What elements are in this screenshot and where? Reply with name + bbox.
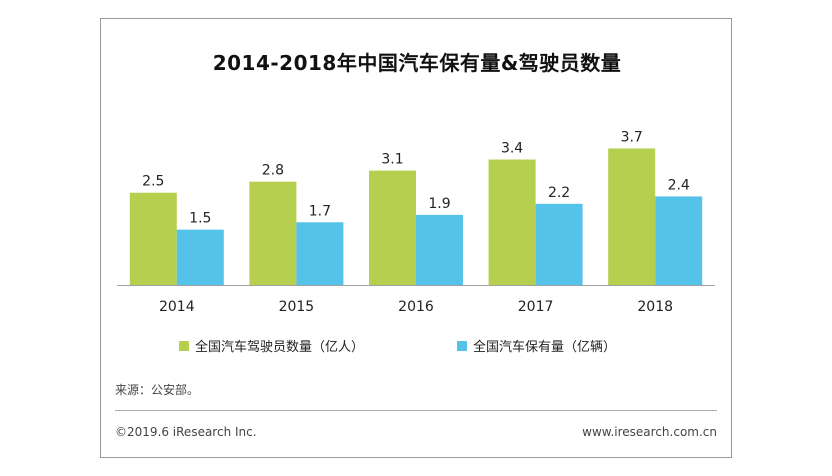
data-label-drivers-2018: 3.7 [621,129,643,145]
legend-label-vehicles: 全国汽车保有量（亿辆） [473,340,617,355]
x-tick-label-2016: 2016 [398,299,434,315]
bar-drivers-2014 [129,192,177,285]
data-label-vehicles-2016: 1.9 [428,196,450,212]
copyright-text: ©2019.6 iResearch Inc. [115,425,257,439]
legend-swatch-drivers [179,340,189,351]
footer-divider [115,410,717,411]
data-label-drivers-2017: 3.4 [501,141,523,157]
chart-frame: 2014-2018年中国汽车保有量&驾驶员数量 2.5 1.5 2014 2.8 1.7… [100,18,732,458]
bar-drivers-2015 [249,181,297,285]
bar-vehicles-2016 [416,214,463,285]
bar-drivers-2016 [369,170,416,285]
legend-swatch-vehicles [457,340,467,351]
website-text: www.iresearch.com.cn [582,425,717,439]
legend-item-vehicles: 全国汽车保有量（亿辆） [457,336,616,355]
x-tick-label-2014: 2014 [159,299,195,315]
bar-vehicles-2015 [296,222,344,285]
data-label-drivers-2015: 2.8 [262,163,284,179]
x-tick-label-2018: 2018 [637,299,673,315]
data-label-drivers-2016: 3.1 [381,152,403,168]
bar-chart: 2.5 1.5 2014 2.8 1.7 2015 3.1 1.9 2016 3.4 2.2 2017… [117,129,715,315]
bar-vehicles-2018 [655,196,703,285]
bar-drivers-2017 [488,159,536,285]
chart-title: 2014-2018年中国汽车保有量&驾驶员数量 [212,51,622,75]
legend-item-drivers: 全国汽车驾驶员数量（亿人） [179,336,364,355]
bar-drivers-2018 [608,148,656,285]
legend-label-drivers: 全国汽车驾驶员数量（亿人） [195,340,365,355]
data-label-vehicles-2014: 1.5 [189,211,211,227]
data-label-vehicles-2018: 2.4 [668,177,690,193]
data-label-drivers-2014: 2.5 [142,174,164,190]
bar-vehicles-2014 [176,229,224,285]
x-tick-label-2015: 2015 [279,299,315,315]
data-label-vehicles-2015: 1.7 [309,203,331,219]
source-note: 来源：公安部。 [115,383,200,397]
bar-vehicles-2017 [535,203,583,285]
data-label-vehicles-2017: 2.2 [548,185,570,201]
x-tick-label-2017: 2017 [518,299,554,315]
